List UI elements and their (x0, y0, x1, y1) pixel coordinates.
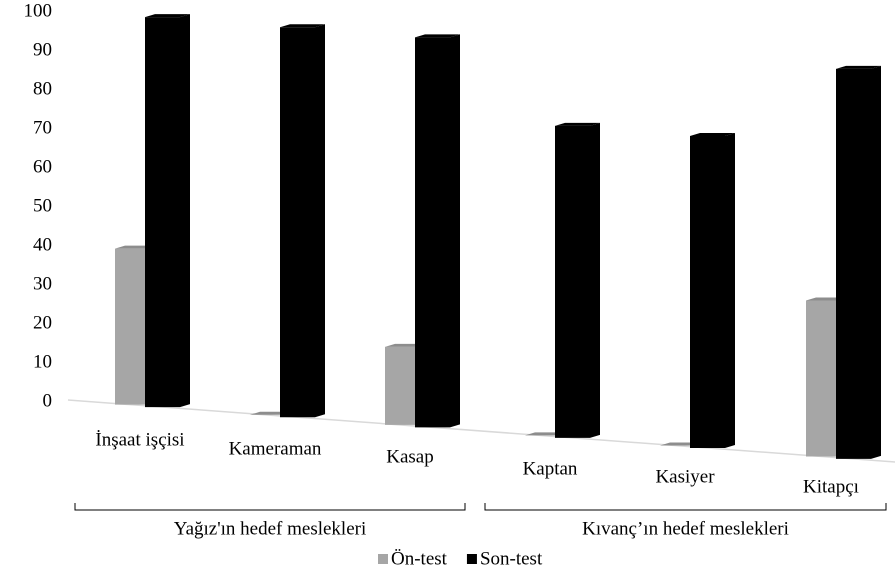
y-tick-label: 60 (33, 156, 52, 177)
bar-face (115, 248, 145, 405)
y-tick-label: 40 (33, 234, 52, 255)
group-bracket (74, 503, 466, 511)
bar-face (385, 346, 415, 425)
y-tick-label: 100 (24, 0, 53, 21)
bar-face (836, 65, 881, 69)
bar (415, 34, 460, 428)
bar-face (415, 34, 460, 38)
bar (145, 14, 190, 408)
y-tick-label: 70 (33, 117, 52, 138)
bar-face (725, 132, 735, 448)
group-label: Yağız'ın hedef meslekleri (174, 518, 367, 539)
bar-face (450, 34, 460, 428)
x-tick-label: Kameraman (229, 438, 322, 459)
bar-face (590, 122, 600, 438)
bar-face (690, 132, 735, 136)
bar (836, 65, 881, 459)
y-tick-label: 50 (33, 195, 52, 216)
legend-label: Son-test (480, 548, 543, 569)
y-tick-label: 10 (33, 351, 52, 372)
y-tick-label: 90 (33, 39, 52, 60)
group-bracket (484, 503, 887, 511)
x-tick-label: Kaptan (523, 458, 578, 479)
x-tick-label: İnşaat işçisi (95, 429, 184, 450)
y-tick-label: 20 (33, 312, 52, 333)
y-tick-label: 0 (43, 390, 53, 411)
y-tick-label: 80 (33, 78, 52, 99)
bar-face (836, 68, 871, 459)
y-tick-label: 30 (33, 273, 52, 294)
bar-face (315, 24, 325, 418)
bar-face (180, 14, 190, 408)
x-tick-label: Kasap (386, 446, 433, 467)
floor-line (67, 399, 895, 463)
bar-face (555, 122, 600, 126)
bar-face (690, 135, 725, 448)
bar-face (280, 24, 325, 28)
legend-label: Ön-test (391, 548, 448, 569)
bar-face (145, 17, 180, 408)
group-label: Kıvanç’ın hedef meslekleri (582, 518, 789, 539)
bar-face (145, 14, 190, 18)
bar-face (806, 300, 836, 457)
bar-face (415, 37, 450, 428)
x-tick-label: Kitapçı (803, 476, 859, 497)
x-tick-label: Kasiyer (655, 466, 715, 487)
bar (555, 122, 600, 438)
bar-face (555, 125, 590, 438)
bar (280, 24, 325, 418)
bar-face (280, 27, 315, 418)
bar (690, 132, 735, 448)
legend-swatch (466, 554, 477, 564)
legend-swatch (378, 554, 388, 564)
bar-face (871, 65, 881, 459)
